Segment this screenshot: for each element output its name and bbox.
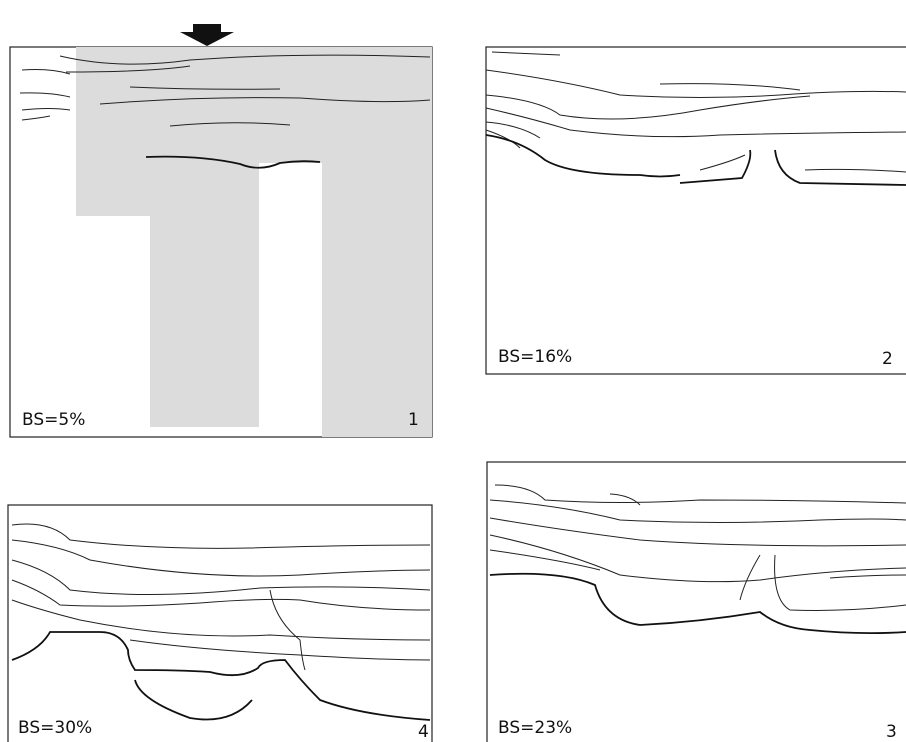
panel-label: BS=30% xyxy=(18,718,92,738)
panel-label: BS=23% xyxy=(498,718,572,738)
push-arrow xyxy=(180,24,234,46)
panel-frame xyxy=(486,47,906,374)
panel-1: BS=5% 1 xyxy=(10,24,432,437)
panel-number: 4 xyxy=(418,722,429,742)
panel-4: BS=30% 4 xyxy=(8,505,432,742)
panel-number: 3 xyxy=(886,722,897,742)
diagram: BS=5% 1 BS=16% 2 BS=30% 4 xyxy=(0,0,906,742)
figure: BS=5% 1 BS=16% 2 BS=30% 4 xyxy=(0,0,906,742)
panel-number: 1 xyxy=(408,410,419,430)
panel-number: 2 xyxy=(882,349,893,369)
panel-2: BS=16% 2 xyxy=(486,47,906,374)
panel-label: BS=5% xyxy=(22,410,85,430)
panel-label: BS=16% xyxy=(498,347,572,367)
panel-3: BS=23% 3 xyxy=(487,462,906,742)
panel-frame xyxy=(487,462,906,742)
